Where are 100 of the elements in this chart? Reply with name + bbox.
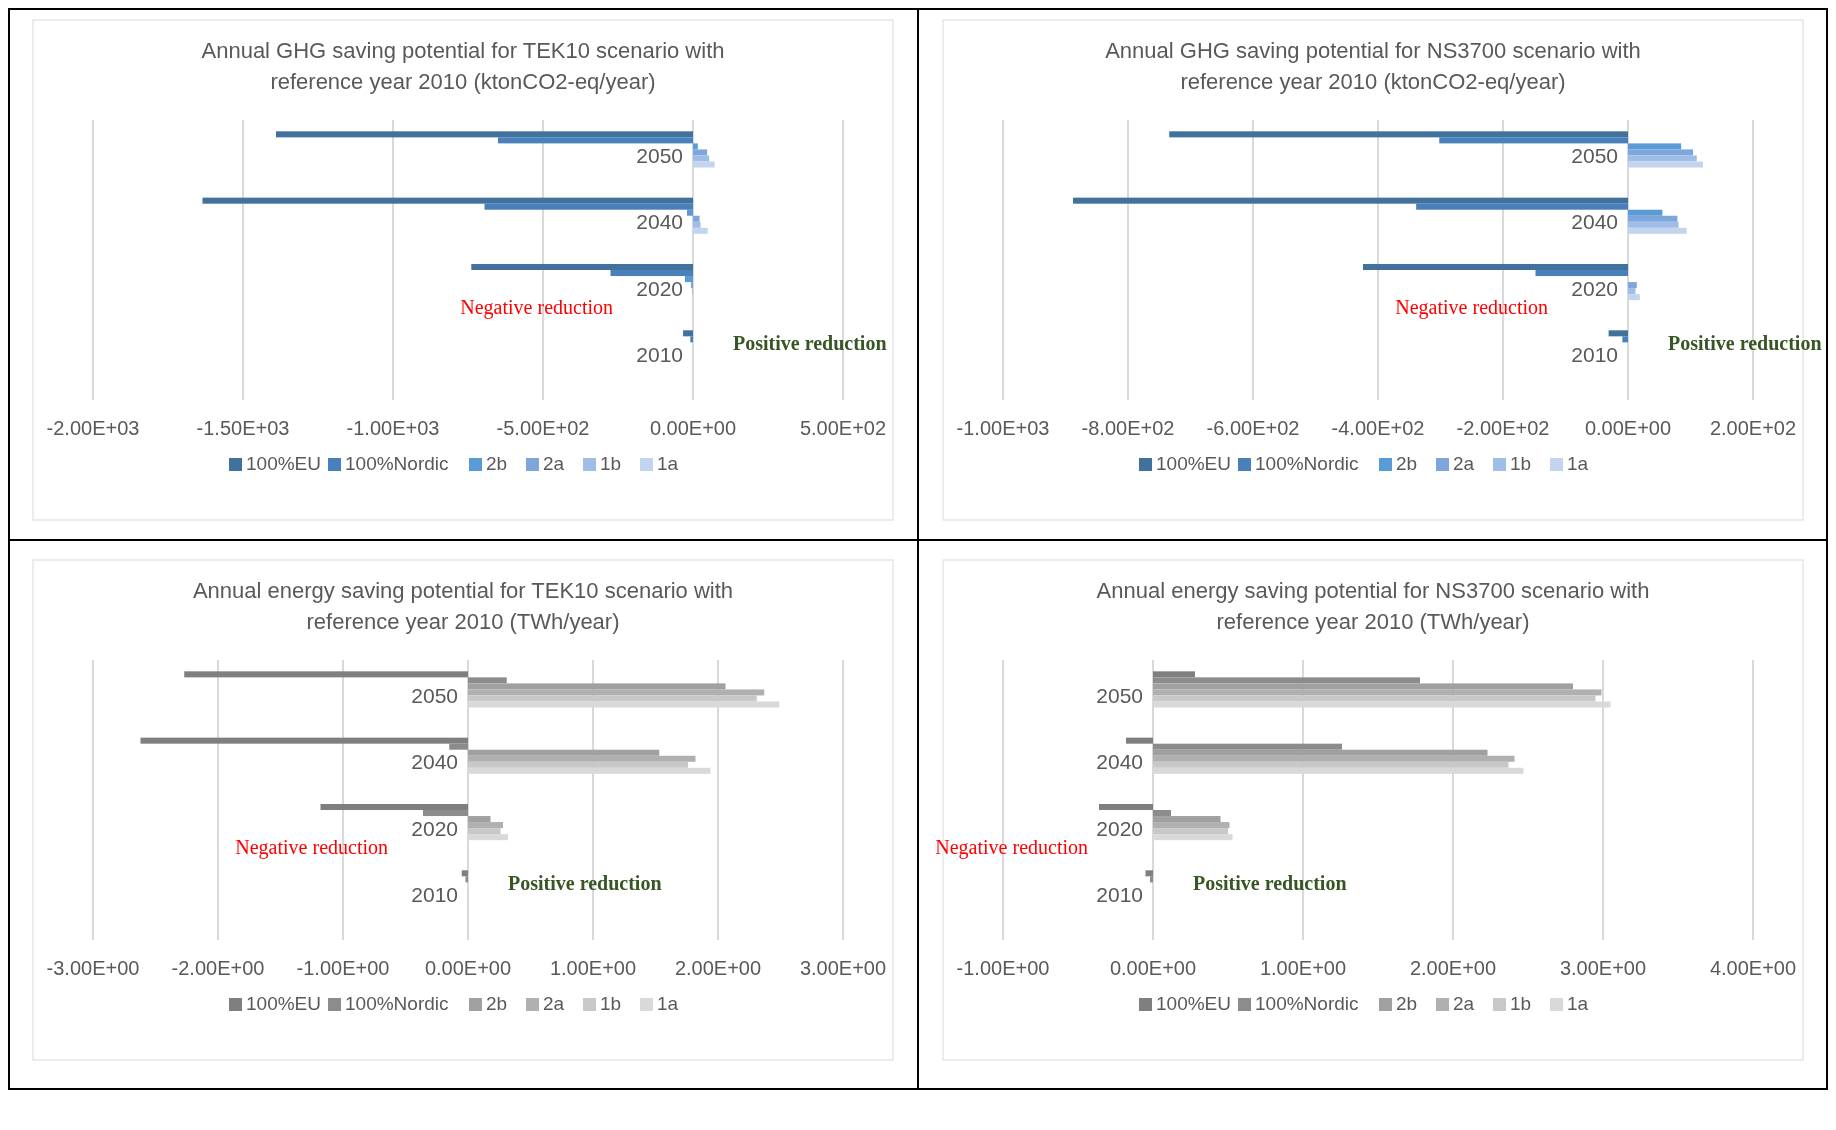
chart-title: Annual energy saving potential for NS3700 scenario with reference year 2010 (TWh/year) [1096,578,1650,634]
bar [693,215,700,222]
bar [471,263,693,271]
legend-label: 100%Nordic [345,453,449,475]
x-tick-label: -1.00E+03 [956,417,1050,439]
x-tick-label: -3.00E+00 [46,957,140,979]
bar [610,270,693,277]
x-tick-label: 1.00E+00 [549,957,637,979]
bar [1153,695,1596,702]
bar [468,683,726,690]
bar [684,276,693,283]
legend-label: 1a [657,993,679,1015]
bar [1126,737,1153,744]
chart-title: Annual energy saving potential for TEK10 scenario with reference year 2010 (TWh/year) [192,578,734,634]
bar [276,131,693,138]
bar [693,155,710,162]
bar [683,330,693,337]
bar [498,137,693,144]
bar [693,161,715,168]
x-tick-label: 3.00E+00 [1559,957,1647,979]
legend-label: 2b [486,993,508,1015]
bar [1153,828,1228,835]
bar [1153,749,1488,756]
bar [1628,161,1703,168]
bar [1535,270,1628,277]
legend-label: 2a [543,993,565,1015]
x-tick-label: 5.00E+02 [799,417,887,439]
bar [1153,671,1195,678]
bar [468,755,696,762]
bar [1153,677,1420,684]
bar [693,143,698,150]
annotation: Negative reduction [460,296,613,319]
y-tick-label: 2010 [411,883,458,907]
legend-label: 1a [657,453,679,475]
bar [1153,810,1171,817]
legend-label: 2b [1396,993,1418,1015]
bar [1628,155,1697,162]
legend-label: 1a [1567,453,1589,475]
legend-label: 2a [543,453,565,475]
bar [1153,689,1602,696]
bar [1153,761,1509,768]
bar [1628,282,1637,289]
legend-label: 100%EU [246,453,321,475]
bar [690,336,693,343]
bar [468,749,660,756]
y-tick-label: 2050 [411,684,458,708]
bar [1628,215,1678,222]
y-tick-label: 2010 [1096,883,1143,907]
y-tick-label: 2020 [636,276,683,300]
bar [461,870,468,877]
annotation: Negative reduction [935,836,1088,859]
bar [1622,336,1628,343]
bar [1169,131,1628,138]
bar [1145,870,1153,877]
y-tick-label: 2050 [1571,144,1618,168]
bar [1608,330,1628,337]
bar [1153,683,1573,690]
x-tick-label: 2.00E+00 [674,957,762,979]
bar [1628,221,1679,228]
legend-label: 2a [1453,453,1475,475]
x-tick-label: 0.00E+00 [424,957,512,979]
legend-label: 100%Nordic [1255,453,1359,475]
bar [1150,876,1153,883]
bar [690,282,693,289]
bar [468,695,757,702]
x-tick-label: 1.00E+00 [1259,957,1347,979]
annotation: Positive reduction [1668,332,1822,354]
x-tick-label: 0.00E+00 [1584,417,1672,439]
y-tick-label: 2050 [636,144,683,168]
y-tick-label: 2040 [411,750,458,774]
bar [140,737,468,744]
x-tick-label: -6.00E+02 [1206,417,1300,439]
x-tick-label: -2.00E+02 [1456,417,1550,439]
annotation: Negative reduction [235,836,388,859]
x-tick-label: -1.00E+00 [296,957,390,979]
legend-label: 2b [1396,453,1418,475]
bar [1153,834,1233,841]
x-tick-label: 4.00E+00 [1709,957,1797,979]
bar [468,689,765,696]
bar [184,671,468,678]
bar [1628,288,1636,295]
bar [423,810,468,817]
legend-label: 100%EU [1156,993,1231,1015]
bar [693,227,708,234]
x-tick-label: -2.00E+00 [171,957,265,979]
x-tick-label: -1.00E+03 [346,417,440,439]
y-tick-label: 2020 [411,816,458,840]
bar [1628,149,1693,156]
bar [1153,816,1221,823]
bar [1073,197,1628,204]
bar [1628,143,1682,150]
bar [693,149,708,156]
legend-label: 1b [1510,453,1532,475]
x-tick-label: 0.00E+00 [1109,957,1197,979]
legend-label: 100%EU [1156,453,1231,475]
bar [468,822,503,829]
x-tick-label: -5.00E+02 [496,417,590,439]
bar [1153,822,1230,829]
annotation: Positive reduction [1193,872,1347,894]
bar [1628,227,1687,234]
